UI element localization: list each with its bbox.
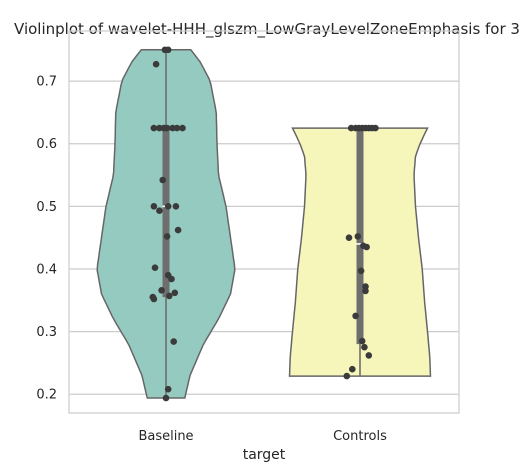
plot-frame (68, 30, 460, 414)
y-tick-label: 0.7 (36, 75, 57, 90)
x-axis-label: target (243, 447, 286, 463)
data-point-baseline (150, 124, 158, 132)
y-tick-label: 0.5 (36, 200, 57, 215)
data-point-baseline (164, 385, 172, 393)
data-point-controls (372, 124, 379, 132)
iqr-box-baseline (162, 128, 170, 298)
data-point-controls (352, 312, 359, 320)
data-point-controls (361, 343, 368, 351)
data-point-controls (345, 234, 353, 241)
data-point-baseline (170, 338, 177, 345)
y-tick-label: 0.3 (36, 325, 57, 340)
data-point-baseline (152, 60, 160, 68)
points-layer (149, 46, 379, 402)
y-tick-labels: 0.2 0.3 0.4 0.5 0.6 0.7 (36, 75, 57, 403)
data-point-baseline (164, 46, 172, 54)
data-point-controls (354, 233, 362, 240)
data-point-baseline (162, 394, 170, 402)
data-point-baseline (171, 289, 179, 297)
data-point-baseline (159, 176, 166, 184)
x-tick-label: Controls (333, 429, 387, 444)
data-point-baseline (163, 124, 171, 132)
data-point-controls (343, 372, 351, 380)
y-tick-label: 0.2 (36, 388, 57, 403)
data-point-baseline (172, 203, 180, 210)
x-tick-label: Baseline (138, 429, 193, 444)
data-point-baseline (156, 207, 163, 214)
x-tick-labels: Baseline Controls (138, 429, 387, 444)
chart-title: Violinplot of wavelet-HHH_glszm_LowGrayL… (14, 20, 520, 39)
violin-layer (96, 49, 432, 399)
y-tick-label: 0.6 (36, 137, 57, 152)
data-point-baseline (149, 293, 157, 301)
data-point-baseline (173, 124, 181, 132)
data-point-baseline (166, 292, 173, 300)
data-point-baseline (158, 287, 165, 294)
data-point-controls (349, 365, 356, 373)
y-tick-label: 0.4 (36, 262, 57, 277)
data-point-baseline (150, 203, 158, 210)
data-point-controls (357, 267, 365, 275)
data-point-baseline (164, 203, 172, 210)
data-point-controls (360, 242, 367, 250)
data-point-controls (358, 337, 366, 345)
data-point-baseline (163, 233, 171, 240)
data-point-baseline (174, 226, 182, 234)
data-point-baseline (164, 271, 172, 279)
data-point-baseline (151, 264, 159, 272)
data-point-baseline (179, 124, 186, 132)
data-point-controls (362, 283, 369, 290)
data-point-controls (365, 352, 373, 359)
